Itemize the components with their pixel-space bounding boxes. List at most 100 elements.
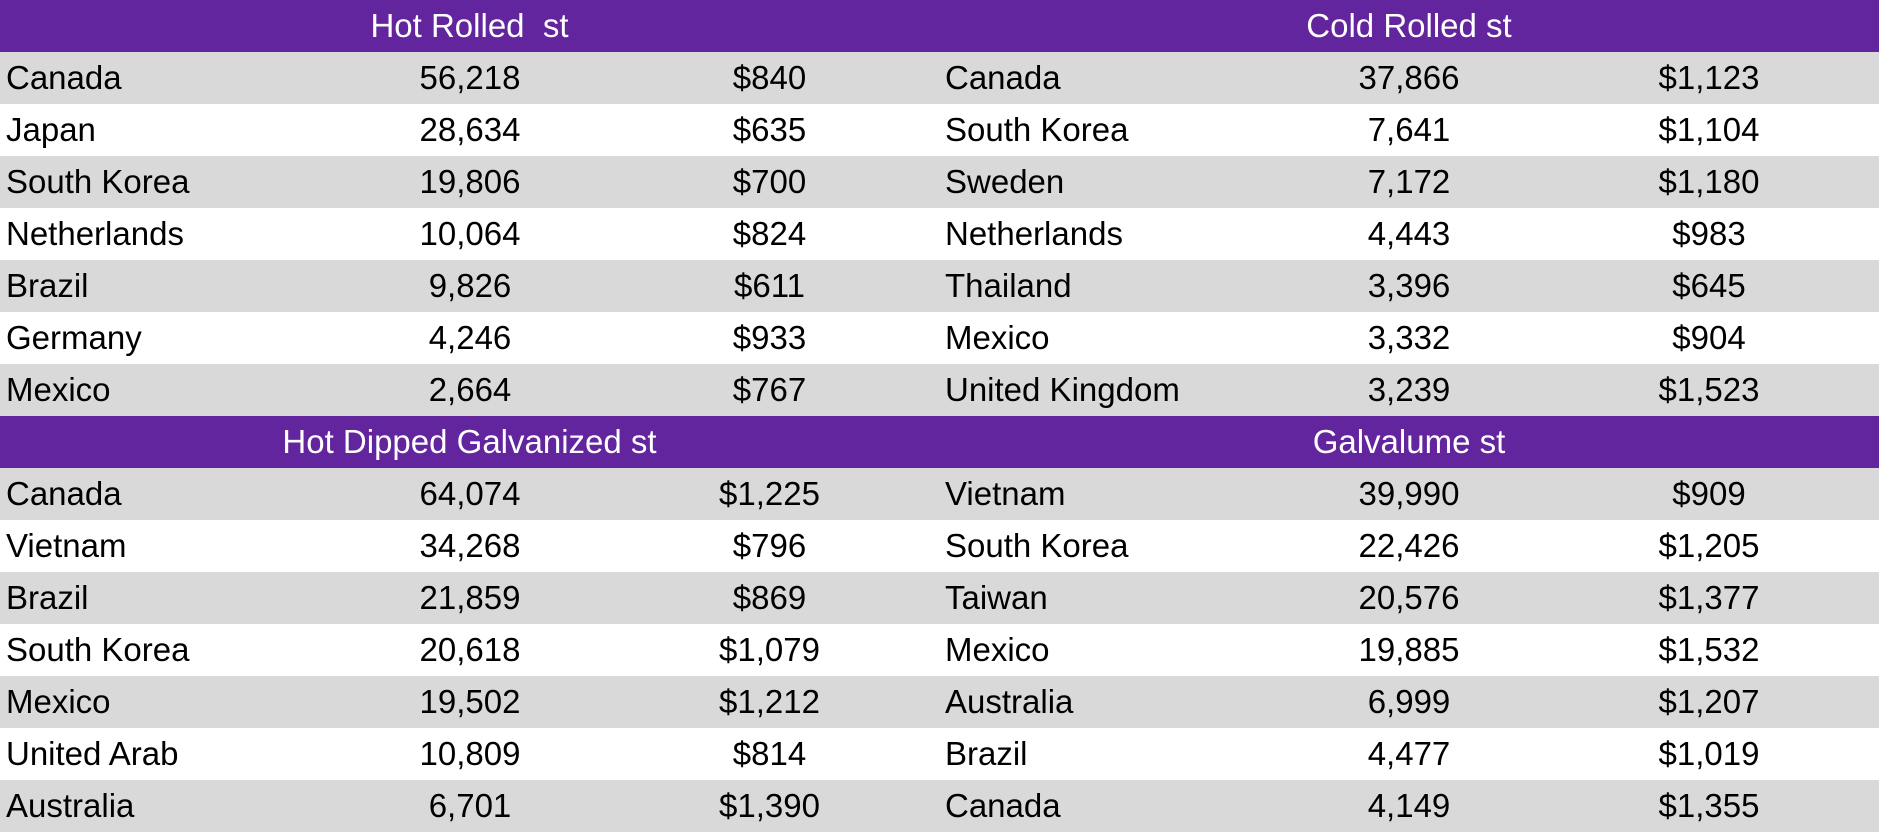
galvalume-quantity-cell: 39,990 (1358, 475, 1460, 512)
rows-top: Canada 56,218 $840 Canada 37,866 $1,123 Japan 2… (0, 52, 1879, 416)
hot-dipped-price-cell: $1,212 (719, 683, 820, 720)
hot-dipped-country-cell: Mexico (6, 683, 111, 720)
hot-dipped-quantity-cell: 21,859 (419, 579, 521, 616)
galvalume-country-cell: Vietnam (945, 475, 1066, 512)
hot-dipped-country-cell: United Arab (6, 735, 179, 772)
table-row: Mexico 2,664 $767 United Kingdom 3,239 $1,523 (0, 364, 1879, 416)
table-row: Mexico 19,502 $1,212 Australia 6,999 $1,207 (0, 676, 1879, 728)
hot-rolled-country-cell: Germany (6, 319, 142, 356)
galvalume-country-cell: Canada (945, 787, 1061, 824)
galvalume-quantity-cell: 20,576 (1358, 579, 1460, 616)
galvalume-quantity-cell: 19,885 (1358, 631, 1460, 668)
hot-dipped-quantity-cell: 34,268 (419, 527, 521, 564)
hot-dipped-quantity-cell: 20,618 (419, 631, 521, 668)
cold-rolled-quantity-cell: 4,443 (1367, 215, 1451, 252)
table-row: South Korea 19,806 $700 Sweden 7,172 $1,180 (0, 156, 1879, 208)
hot-dipped-country-cell: Canada (6, 475, 122, 512)
header-bar-bottom: Hot Dipped Galvanized st Galvalume st (0, 416, 1879, 468)
cold-rolled-price-cell: $1,180 (1658, 163, 1760, 200)
galvalume-price-cell: $1,355 (1658, 787, 1760, 824)
hot-dipped-country-cell: Vietnam (6, 527, 127, 564)
top-section: Hot Rolled st Cold Rolled st Canada 56,21… (0, 0, 1879, 416)
hot-dipped-quantity-cell: 6,701 (428, 787, 512, 824)
galvalume-quantity-cell: 22,426 (1358, 527, 1460, 564)
galvalume-price-cell: $1,377 (1658, 579, 1760, 616)
cold-rolled-quantity-cell: 7,641 (1367, 111, 1451, 148)
header-bar-top: Hot Rolled st Cold Rolled st (0, 0, 1879, 52)
cold-rolled-price-cell: $1,523 (1658, 371, 1760, 408)
hot-dipped-quantity-cell: 10,809 (419, 735, 521, 772)
hot-rolled-quantity-cell: 9,826 (428, 267, 512, 304)
cold-rolled-country-cell: South Korea (945, 111, 1129, 148)
table-row: Australia 6,701 $1,390 Canada 4,149 $1,355 (0, 780, 1879, 832)
table-row: United Arab 10,809 $814 Brazil 4,477 $1,019 (0, 728, 1879, 780)
cold-rolled-quantity-cell: 37,866 (1358, 59, 1460, 96)
hot-dipped-quantity-cell: 19,502 (419, 683, 521, 720)
hot-rolled-quantity-cell: 4,246 (428, 319, 512, 356)
table-row: Canada 64,074 $1,225 Vietnam 39,990 $909 (0, 468, 1879, 520)
galvalume-country-cell: South Korea (945, 527, 1129, 564)
cold-rolled-price-cell: $645 (1672, 267, 1746, 304)
hot-rolled-price-cell: $611 (734, 267, 805, 304)
rows-bottom: Canada 64,074 $1,225 Vietnam 39,990 $909 Vietn… (0, 468, 1879, 832)
hot-rolled-quantity-cell: 10,064 (419, 215, 521, 252)
hot-rolled-country-cell: Canada (6, 59, 122, 96)
cold-rolled-country-cell: Mexico (945, 319, 1050, 356)
table-row: Vietnam 34,268 $796 South Korea 22,426 $1,205 (0, 520, 1879, 572)
hot-rolled-price-cell: $933 (732, 319, 807, 356)
galvalume-price-cell: $1,532 (1658, 631, 1760, 668)
table-row: Netherlands 10,064 $824 Netherlands 4,443 $98… (0, 208, 1879, 260)
cold-rolled-country-cell: Thailand (945, 267, 1072, 304)
galvalume-title: Galvalume st (1312, 423, 1506, 460)
cold-rolled-price-cell: $904 (1672, 319, 1746, 356)
galvalume-quantity-cell: 4,477 (1367, 735, 1451, 772)
galvalume-country-cell: Brazil (945, 735, 1028, 772)
table-row: Brazil 21,859 $869 Taiwan 20,576 $1,377 (0, 572, 1879, 624)
galvalume-country-cell: Mexico (945, 631, 1050, 668)
bottom-section: Hot Dipped Galvanized st Galvalume st Ca… (0, 416, 1879, 832)
galvalume-country-cell: Taiwan (945, 579, 1048, 616)
cold-rolled-price-cell: $983 (1672, 215, 1746, 252)
galvalume-quantity-cell: 4,149 (1367, 787, 1451, 824)
galvalume-country-cell: Australia (945, 683, 1074, 720)
galvalume-price-cell: $1,205 (1658, 527, 1760, 564)
hot-rolled-country-cell: Netherlands (6, 215, 184, 252)
hot-dipped-quantity-cell: 64,074 (419, 475, 521, 512)
hot-dipped-country-cell: South Korea (6, 631, 190, 668)
cold-rolled-country-cell: United Kingdom (945, 371, 1180, 408)
table-row: Germany 4,246 $933 Mexico 3,332 $904 (0, 312, 1879, 364)
hot-rolled-country-cell: Mexico (6, 371, 111, 408)
hot-rolled-price-cell: $824 (732, 215, 807, 252)
galvalume-quantity-cell: 6,999 (1367, 683, 1451, 720)
hot-rolled-country-cell: Japan (6, 111, 96, 148)
galvalume-price-cell: $1,207 (1658, 683, 1760, 720)
hot-rolled-quantity-cell: 56,218 (419, 59, 521, 96)
hot-dipped-price-cell: $814 (732, 735, 807, 772)
table-row: Japan 28,634 $635 South Korea 7,641 $1,104 (0, 104, 1879, 156)
hot-dipped-price-cell: $1,390 (719, 787, 820, 824)
cold-rolled-price-cell: $1,104 (1658, 111, 1760, 148)
cold-rolled-quantity-cell: 3,396 (1367, 267, 1451, 304)
cold-rolled-title: Cold Rolled st (1306, 7, 1512, 44)
hot-rolled-country-cell: Brazil (6, 267, 89, 304)
cold-rolled-country-cell: Canada (945, 59, 1061, 96)
hot-dipped-price-cell: $1,225 (719, 475, 820, 512)
cold-rolled-quantity-cell: 3,332 (1367, 319, 1451, 356)
table-row: Canada 56,218 $840 Canada 37,866 $1,123 (0, 52, 1879, 104)
hot-dipped-country-cell: Brazil (6, 579, 89, 616)
hot-rolled-price-cell: $700 (732, 163, 807, 200)
galvalume-price-cell: $1,019 (1658, 735, 1760, 772)
hot-dipped-price-cell: $796 (732, 527, 807, 564)
hot-dipped-title: Hot Dipped Galvanized st (282, 423, 657, 460)
hot-rolled-price-cell: $635 (732, 111, 807, 148)
hot-rolled-quantity-cell: 2,664 (428, 371, 512, 408)
galvalume-price-cell: $909 (1672, 475, 1746, 512)
hot-dipped-price-cell: $1,079 (719, 631, 820, 668)
cold-rolled-quantity-cell: 3,239 (1367, 371, 1451, 408)
cold-rolled-price-cell: $1,123 (1658, 59, 1760, 96)
table-row: Brazil 9,826 $611 Thailand 3,396 $645 (0, 260, 1879, 312)
hot-rolled-country-cell: South Korea (6, 163, 190, 200)
hot-rolled-quantity-cell: 28,634 (419, 111, 521, 148)
hot-rolled-quantity-cell: 19,806 (419, 163, 521, 200)
